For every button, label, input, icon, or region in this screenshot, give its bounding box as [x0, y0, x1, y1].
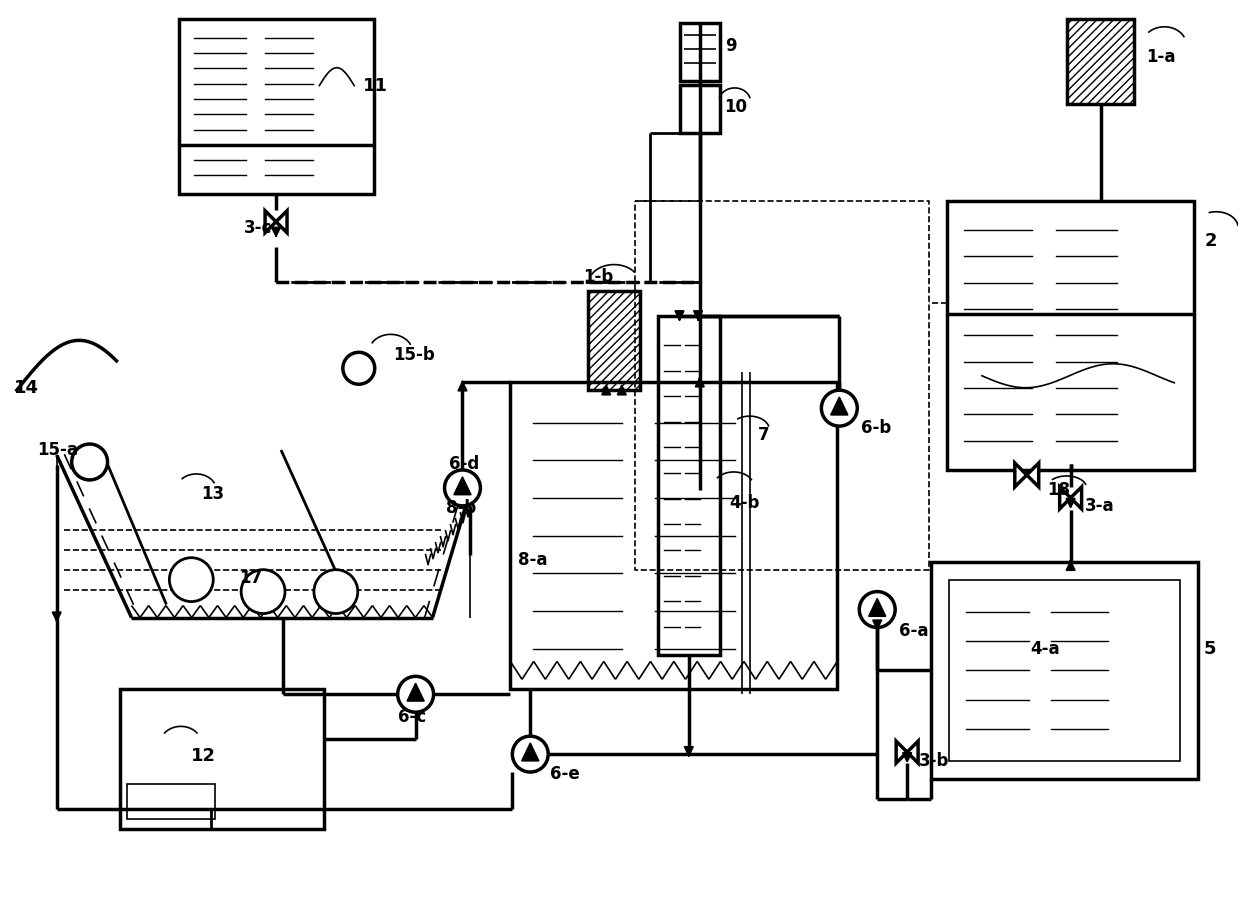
Bar	[119, 690, 324, 829]
Polygon shape	[265, 211, 286, 233]
Text: 5: 5	[1203, 640, 1215, 657]
Bar	[947, 201, 1194, 470]
Text: 3-c: 3-c	[244, 218, 273, 237]
Circle shape	[170, 558, 213, 602]
Text: 6-b: 6-b	[862, 419, 892, 437]
Circle shape	[314, 569, 358, 613]
Polygon shape	[454, 477, 471, 495]
Text: 3-a: 3-a	[1085, 497, 1115, 514]
Text: 10: 10	[724, 98, 748, 116]
Text: 4-a: 4-a	[1030, 639, 1059, 657]
Circle shape	[512, 736, 548, 772]
Circle shape	[241, 569, 285, 613]
Text: 9: 9	[724, 38, 737, 55]
Text: 1-a: 1-a	[1147, 49, 1176, 66]
Text: 17: 17	[239, 569, 263, 587]
Text: 11: 11	[363, 77, 388, 94]
Polygon shape	[831, 397, 848, 415]
Text: 3-b: 3-b	[919, 752, 950, 770]
Text: 18: 18	[1047, 481, 1070, 499]
Polygon shape	[868, 599, 885, 616]
Circle shape	[72, 444, 108, 480]
Polygon shape	[522, 743, 539, 761]
Text: 6-a: 6-a	[899, 623, 929, 640]
Circle shape	[859, 591, 895, 627]
Bar	[680, 85, 719, 133]
Text: 15-a: 15-a	[37, 441, 78, 459]
Bar	[931, 562, 1198, 779]
Text: 6-c: 6-c	[398, 708, 425, 726]
Circle shape	[444, 470, 480, 506]
Bar	[680, 23, 719, 81]
Circle shape	[342, 352, 374, 384]
Polygon shape	[407, 683, 424, 702]
Bar	[1066, 19, 1135, 104]
Text: 7: 7	[758, 426, 769, 444]
Text: 6-e: 6-e	[551, 765, 580, 783]
Text: 1-b: 1-b	[583, 268, 614, 285]
Circle shape	[398, 677, 434, 713]
Bar	[588, 291, 640, 391]
Bar	[180, 19, 373, 193]
Polygon shape	[1060, 487, 1081, 509]
Text: 15-b: 15-b	[393, 347, 434, 364]
Circle shape	[821, 391, 857, 426]
Text: 8-b: 8-b	[445, 499, 476, 517]
Polygon shape	[1014, 463, 1039, 487]
Polygon shape	[897, 741, 918, 763]
Text: 14: 14	[14, 380, 38, 397]
Bar	[128, 784, 216, 819]
Text: 12: 12	[191, 747, 216, 766]
Bar	[511, 382, 837, 690]
Text: 4-b: 4-b	[729, 494, 760, 512]
Bar	[658, 316, 719, 656]
Text: 2: 2	[1204, 232, 1216, 250]
Text: 6-d: 6-d	[449, 455, 479, 473]
Bar	[949, 580, 1180, 761]
Text: 13: 13	[201, 485, 224, 503]
Text: 8-a: 8-a	[518, 551, 548, 569]
